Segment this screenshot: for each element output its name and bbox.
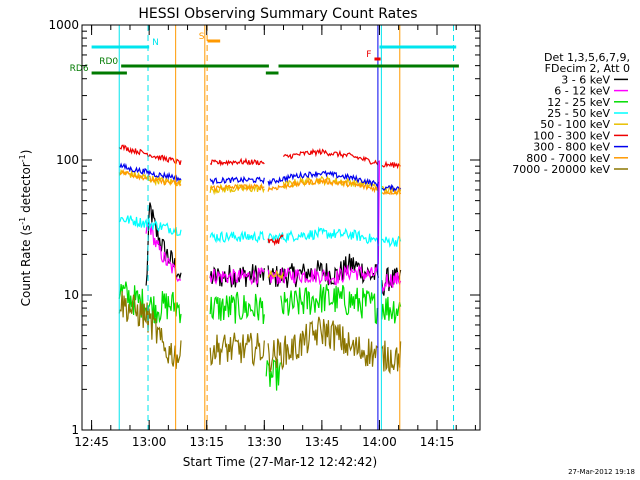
series-9-segment-2 xyxy=(209,332,265,367)
legend-entry-label: 25 - 50 keV xyxy=(547,107,610,120)
x-tick-label: 13:30 xyxy=(247,435,282,449)
series-6-segment-4 xyxy=(282,147,379,166)
series-7-segment-4 xyxy=(381,183,402,193)
series-3-segment-2 xyxy=(209,291,265,325)
flag-n-label: N xyxy=(152,38,159,48)
flag-rd0-label: RD0 xyxy=(99,57,118,67)
series-4-segment-1 xyxy=(118,215,182,236)
y-axis-label-end: ) xyxy=(19,150,33,155)
x-tick-label: 14:15 xyxy=(420,435,455,449)
y-axis-label-sup1: -1 xyxy=(18,217,27,225)
x-tick-label: 12:45 xyxy=(74,435,109,449)
legend-entry-label: 50 - 100 keV xyxy=(540,118,610,131)
series-8-segment-4 xyxy=(381,189,402,196)
series-6-segment-5 xyxy=(381,160,401,170)
flag-rd6-label: RD6 xyxy=(70,64,89,74)
series-3-segment-3 xyxy=(265,359,281,391)
series-3-segment-1 xyxy=(118,281,182,324)
series-5-segment-2 xyxy=(209,183,265,196)
series-2-segment-2 xyxy=(209,267,265,286)
y-axis-label-sup2: -1 xyxy=(18,154,27,162)
y-tick-label: 1000 xyxy=(48,18,79,32)
series-4-segment-2 xyxy=(209,230,265,244)
legend-entry-label: 800 - 7000 keV xyxy=(526,152,610,165)
x-tick-label: 13:15 xyxy=(189,435,224,449)
series-8-segment-2 xyxy=(210,182,265,192)
series-4-segment-3 xyxy=(267,226,379,247)
y-axis-label-mid: detector xyxy=(19,162,33,217)
legend-entry-label: 3 - 6 keV xyxy=(561,73,610,86)
series-5-segment-3 xyxy=(267,269,284,281)
series-2-segment-4 xyxy=(381,272,402,294)
series-8-segment-1 xyxy=(118,168,182,187)
series-6-segment-3 xyxy=(267,234,284,247)
series-7-segment-3 xyxy=(267,169,379,189)
axes: 1 10 100 1000 12:45 13:00 13:15 13:30 13:45 14:00… xyxy=(48,18,481,449)
legend-entry-label: 12 - 25 keV xyxy=(547,96,610,109)
series-6-segment-1 xyxy=(118,144,182,166)
series-9-segment-4 xyxy=(381,340,402,375)
legend-header-line-1: Det 1,3,5,6,7,9, xyxy=(544,51,630,64)
legend-entry-label: 6 - 12 keV xyxy=(554,85,610,98)
legend-entry-label: 100 - 300 keV xyxy=(533,129,610,142)
series-9-segment-1 xyxy=(118,291,182,369)
legend-entry-label: 7000 - 20000 keV xyxy=(512,163,610,176)
chart-title: HESSI Observing Summary Count Rates xyxy=(138,6,417,22)
y-tick-label: 1 xyxy=(71,423,79,437)
series-6-segment-2 xyxy=(209,157,265,167)
series-4-segment-4 xyxy=(381,235,402,248)
flag-s-label: S xyxy=(199,32,205,42)
legend-header-line-2: FDecim 2, Att 0 xyxy=(545,62,630,75)
y-axis-label-main: Count Rate (s xyxy=(19,225,33,307)
x-tick-label: 14:00 xyxy=(362,435,397,449)
x-axis-label: Start Time (27-Mar-12 12:42:42) xyxy=(183,455,377,469)
x-tick-label: 13:45 xyxy=(305,435,340,449)
flag-f-label: F xyxy=(366,50,371,60)
y-tick-label: 100 xyxy=(56,153,79,167)
x-tick-label: 13:00 xyxy=(132,435,167,449)
series-1-segment-3 xyxy=(267,253,379,288)
legend: Det 1,3,5,6,7,9,FDecim 2, Att 03 - 6 keV… xyxy=(512,51,630,176)
series-9-segment-3 xyxy=(267,316,379,373)
legend-entry-label: 300 - 800 keV xyxy=(533,141,610,154)
series-3-segment-5 xyxy=(381,296,402,324)
y-axis-label: Count Rate (s-1 detector-1) xyxy=(18,150,33,307)
series-7-segment-1 xyxy=(118,162,182,183)
plot-area: N S F RD0 RD6 xyxy=(70,25,459,430)
y-tick-label: 10 xyxy=(64,288,79,302)
plot-timestamp: 27-Mar-2012 19:18 xyxy=(568,468,635,476)
plot-frame xyxy=(81,24,481,431)
series-2-segment-3 xyxy=(267,160,380,286)
series-7-segment-2 xyxy=(209,175,265,186)
series-3-segment-4 xyxy=(280,284,379,325)
series-8-segment-3 xyxy=(267,177,379,194)
